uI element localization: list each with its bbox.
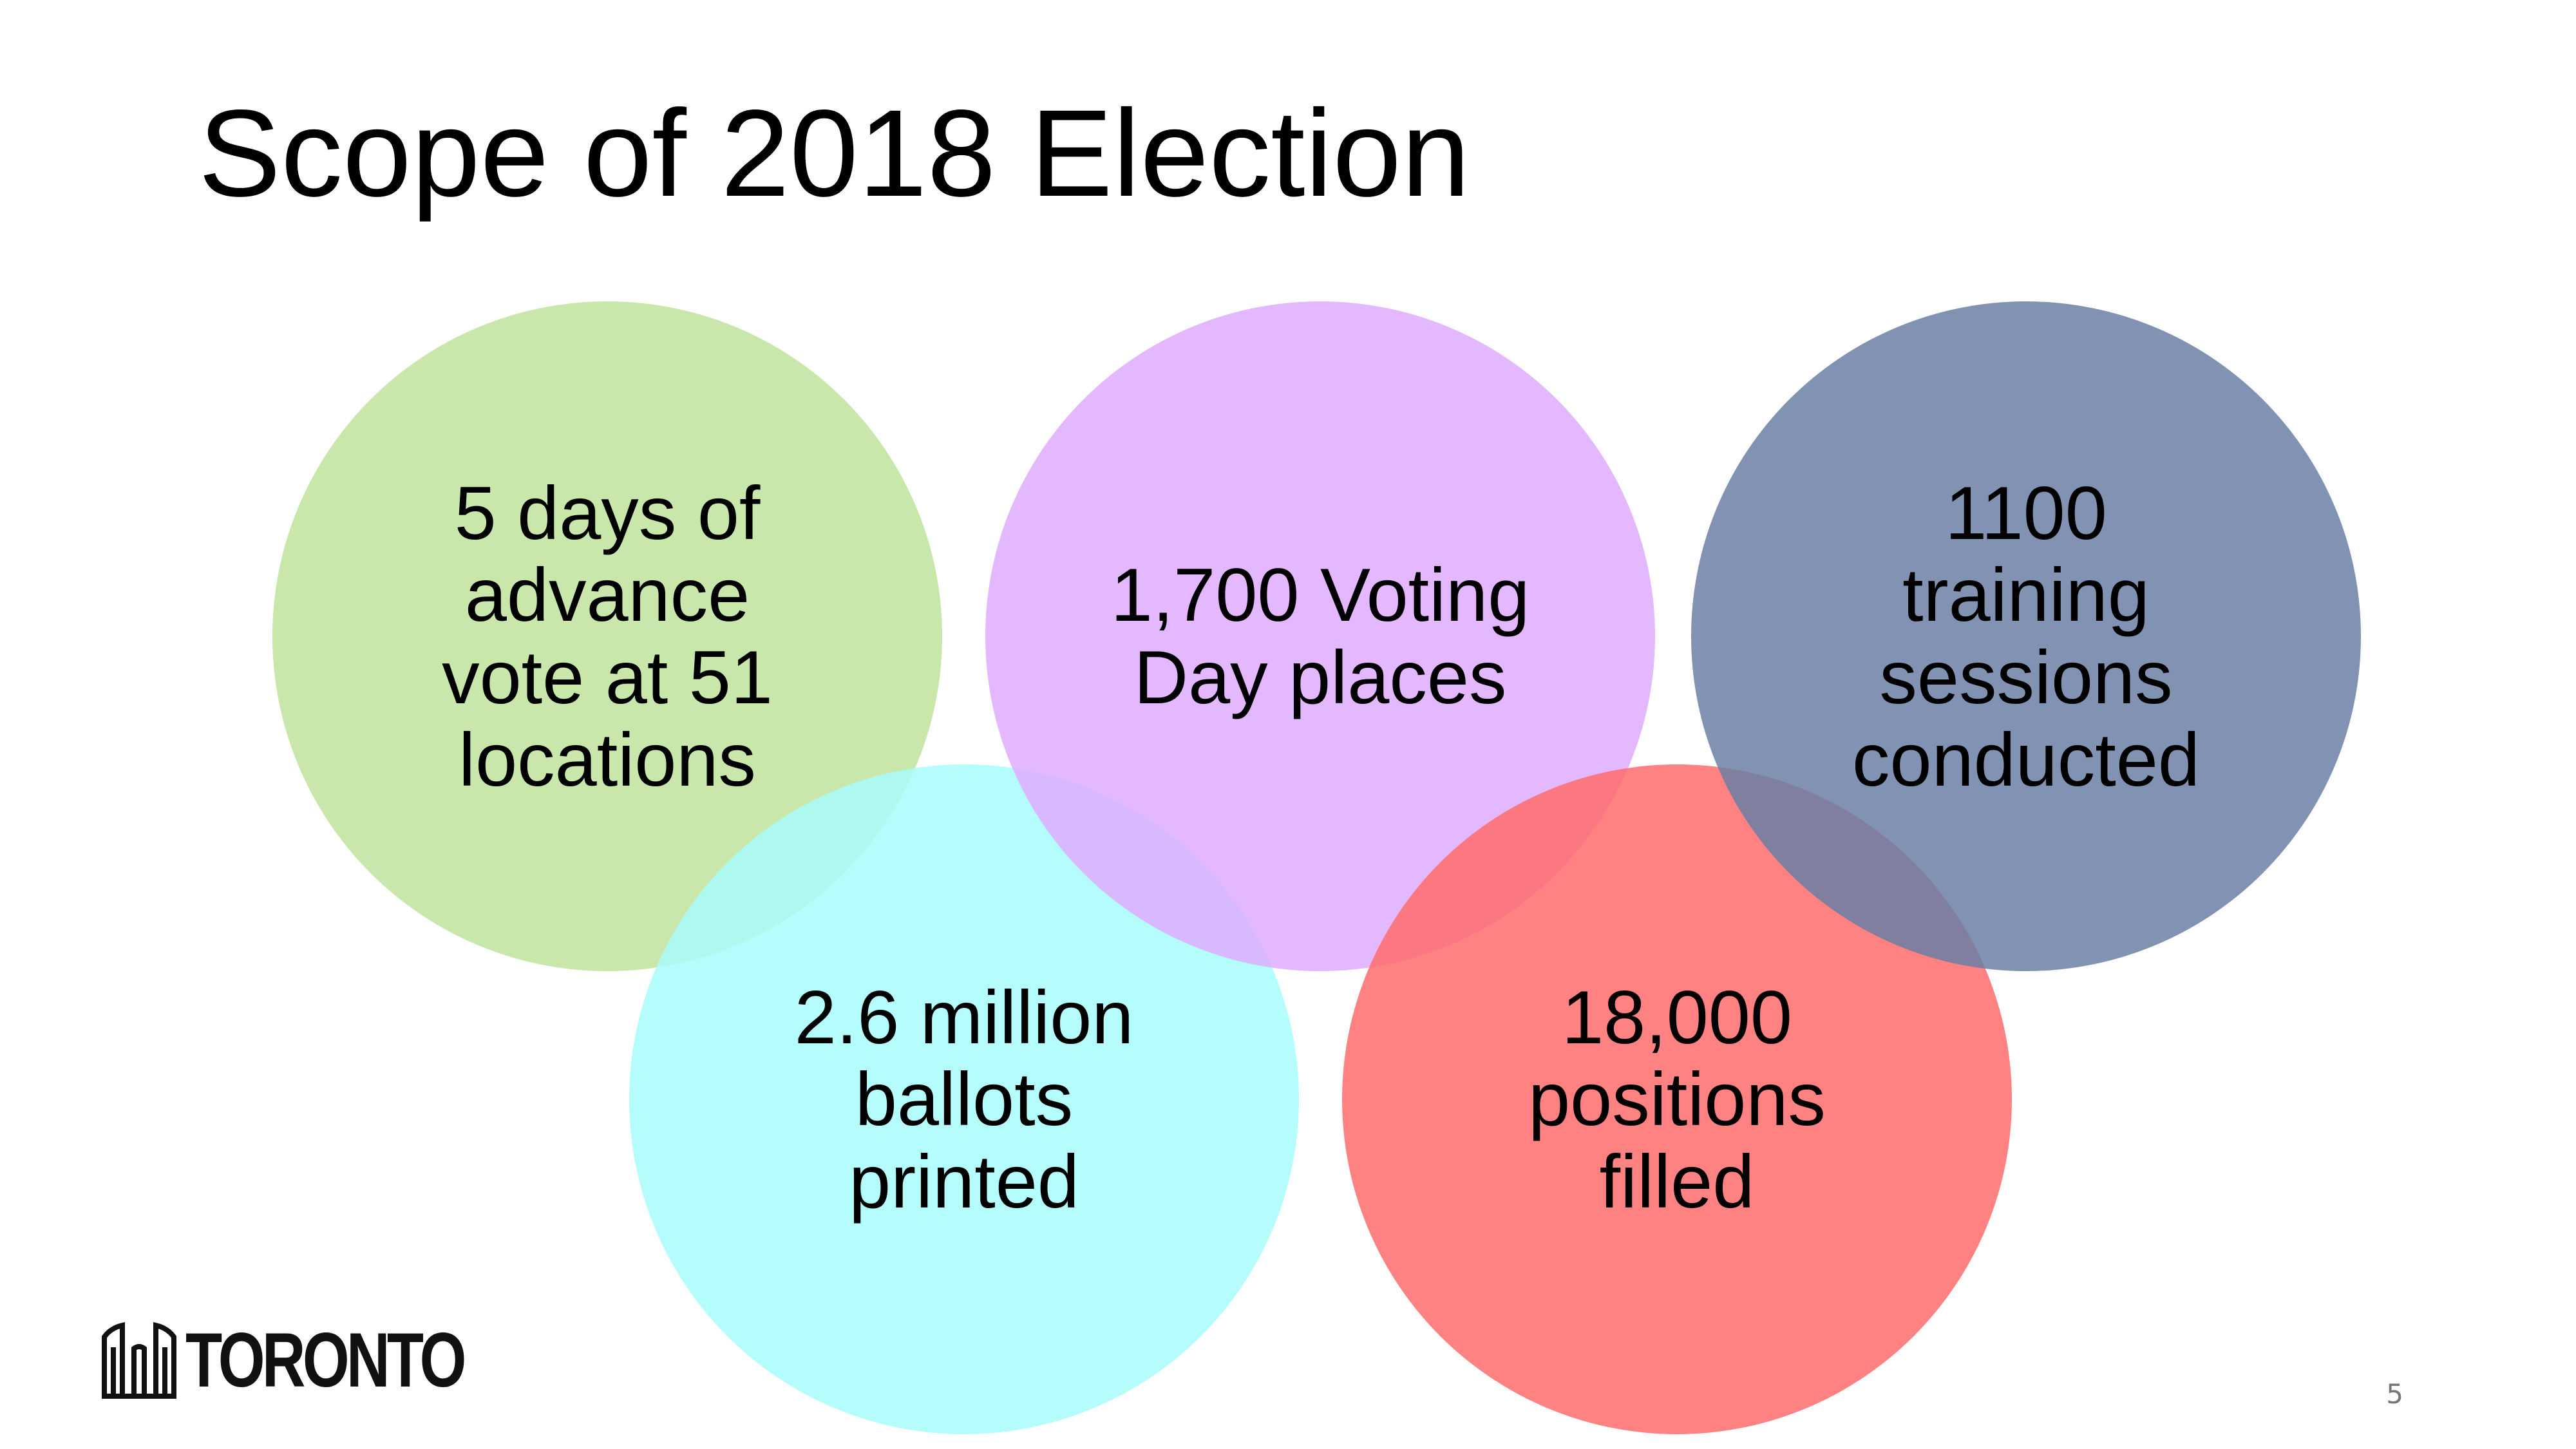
circle-positions <box>1342 764 2012 1434</box>
circle-ballots <box>629 764 1299 1434</box>
label-positions: 18,000 positions filled <box>1528 974 1826 1224</box>
circle-advance-vote <box>272 301 942 971</box>
circle-training <box>1691 301 2361 971</box>
logo-wordmark: TORONTO <box>185 1317 466 1403</box>
slide-title: Scope of 2018 Election <box>198 84 1470 222</box>
page-number: 5 <box>2386 1378 2403 1410</box>
circle-voting-places <box>985 301 1655 971</box>
city-hall-icon <box>102 1322 176 1399</box>
toronto-logo: TORONTO <box>100 1311 542 1399</box>
label-training: 1100 training sessions conducted <box>1852 470 2200 802</box>
label-ballots: 2.6 million ballots printed <box>794 974 1134 1224</box>
label-advance-vote: 5 days of advance vote at 51 locations <box>442 470 773 802</box>
label-voting-places: 1,700 Voting Day places <box>1110 553 1530 719</box>
